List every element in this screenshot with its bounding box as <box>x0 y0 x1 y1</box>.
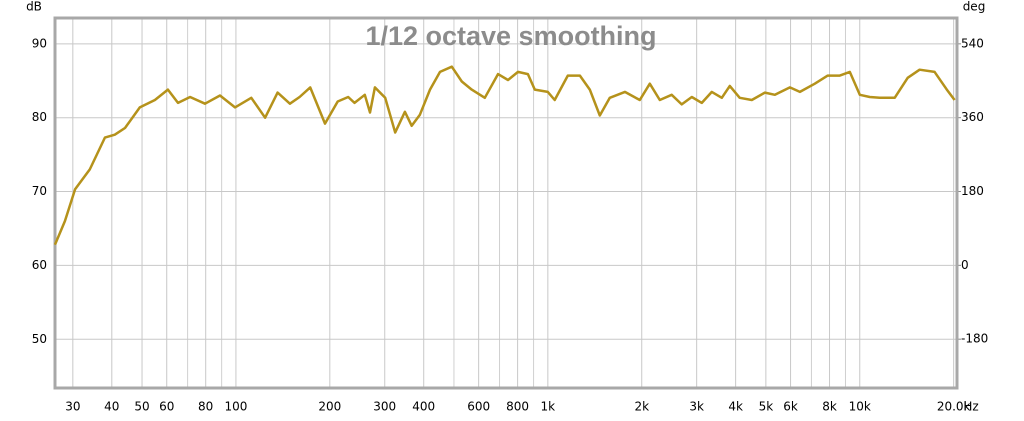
x-tick-label: 5k <box>759 400 774 414</box>
y-axis-label: dB <box>26 0 42 14</box>
y2-tick-label: 540 <box>961 36 984 50</box>
y2-tick-label: -180 <box>961 332 988 346</box>
x-tick-label: 8k <box>822 400 837 414</box>
y2-tick-label: 360 <box>961 110 984 124</box>
x-tick-label: 100 <box>224 400 247 414</box>
chart-title: 1/12 octave smoothing <box>365 21 656 51</box>
x-tick-label: 800 <box>506 400 529 414</box>
y-tick-label: 90 <box>32 36 47 50</box>
x-axis-label: Hz <box>963 400 978 414</box>
x-tick-label: 400 <box>412 400 435 414</box>
x-tick-label: 6k <box>783 400 798 414</box>
x-tick-label: 3k <box>689 400 704 414</box>
x-tick-label: 80 <box>198 400 213 414</box>
x-tick-label: 10k <box>849 400 871 414</box>
y-tick-label: 60 <box>32 258 47 272</box>
x-tick-label: 600 <box>467 400 490 414</box>
plot-border <box>53 16 959 390</box>
x-tick-label: 4k <box>728 400 743 414</box>
y-tick-label: 70 <box>32 184 47 198</box>
y-tick-label: 80 <box>32 110 47 124</box>
x-tick-label: 2k <box>634 400 649 414</box>
x-tick-label: 30 <box>65 400 80 414</box>
x-tick-label: 20.0k <box>937 400 971 414</box>
x-tick-label: 40 <box>104 400 119 414</box>
y2-tick-label: 180 <box>961 184 984 198</box>
y-tick-label: 50 <box>32 332 47 346</box>
y2-axis-label: deg <box>963 0 986 14</box>
x-tick-label: 1k <box>541 400 556 414</box>
x-tick-label: 300 <box>373 400 396 414</box>
y2-tick-label: 0 <box>961 258 969 272</box>
x-tick-label: 200 <box>318 400 341 414</box>
x-tick-label: 60 <box>159 400 174 414</box>
series-line <box>53 65 956 246</box>
x-tick-label: 50 <box>134 400 149 414</box>
